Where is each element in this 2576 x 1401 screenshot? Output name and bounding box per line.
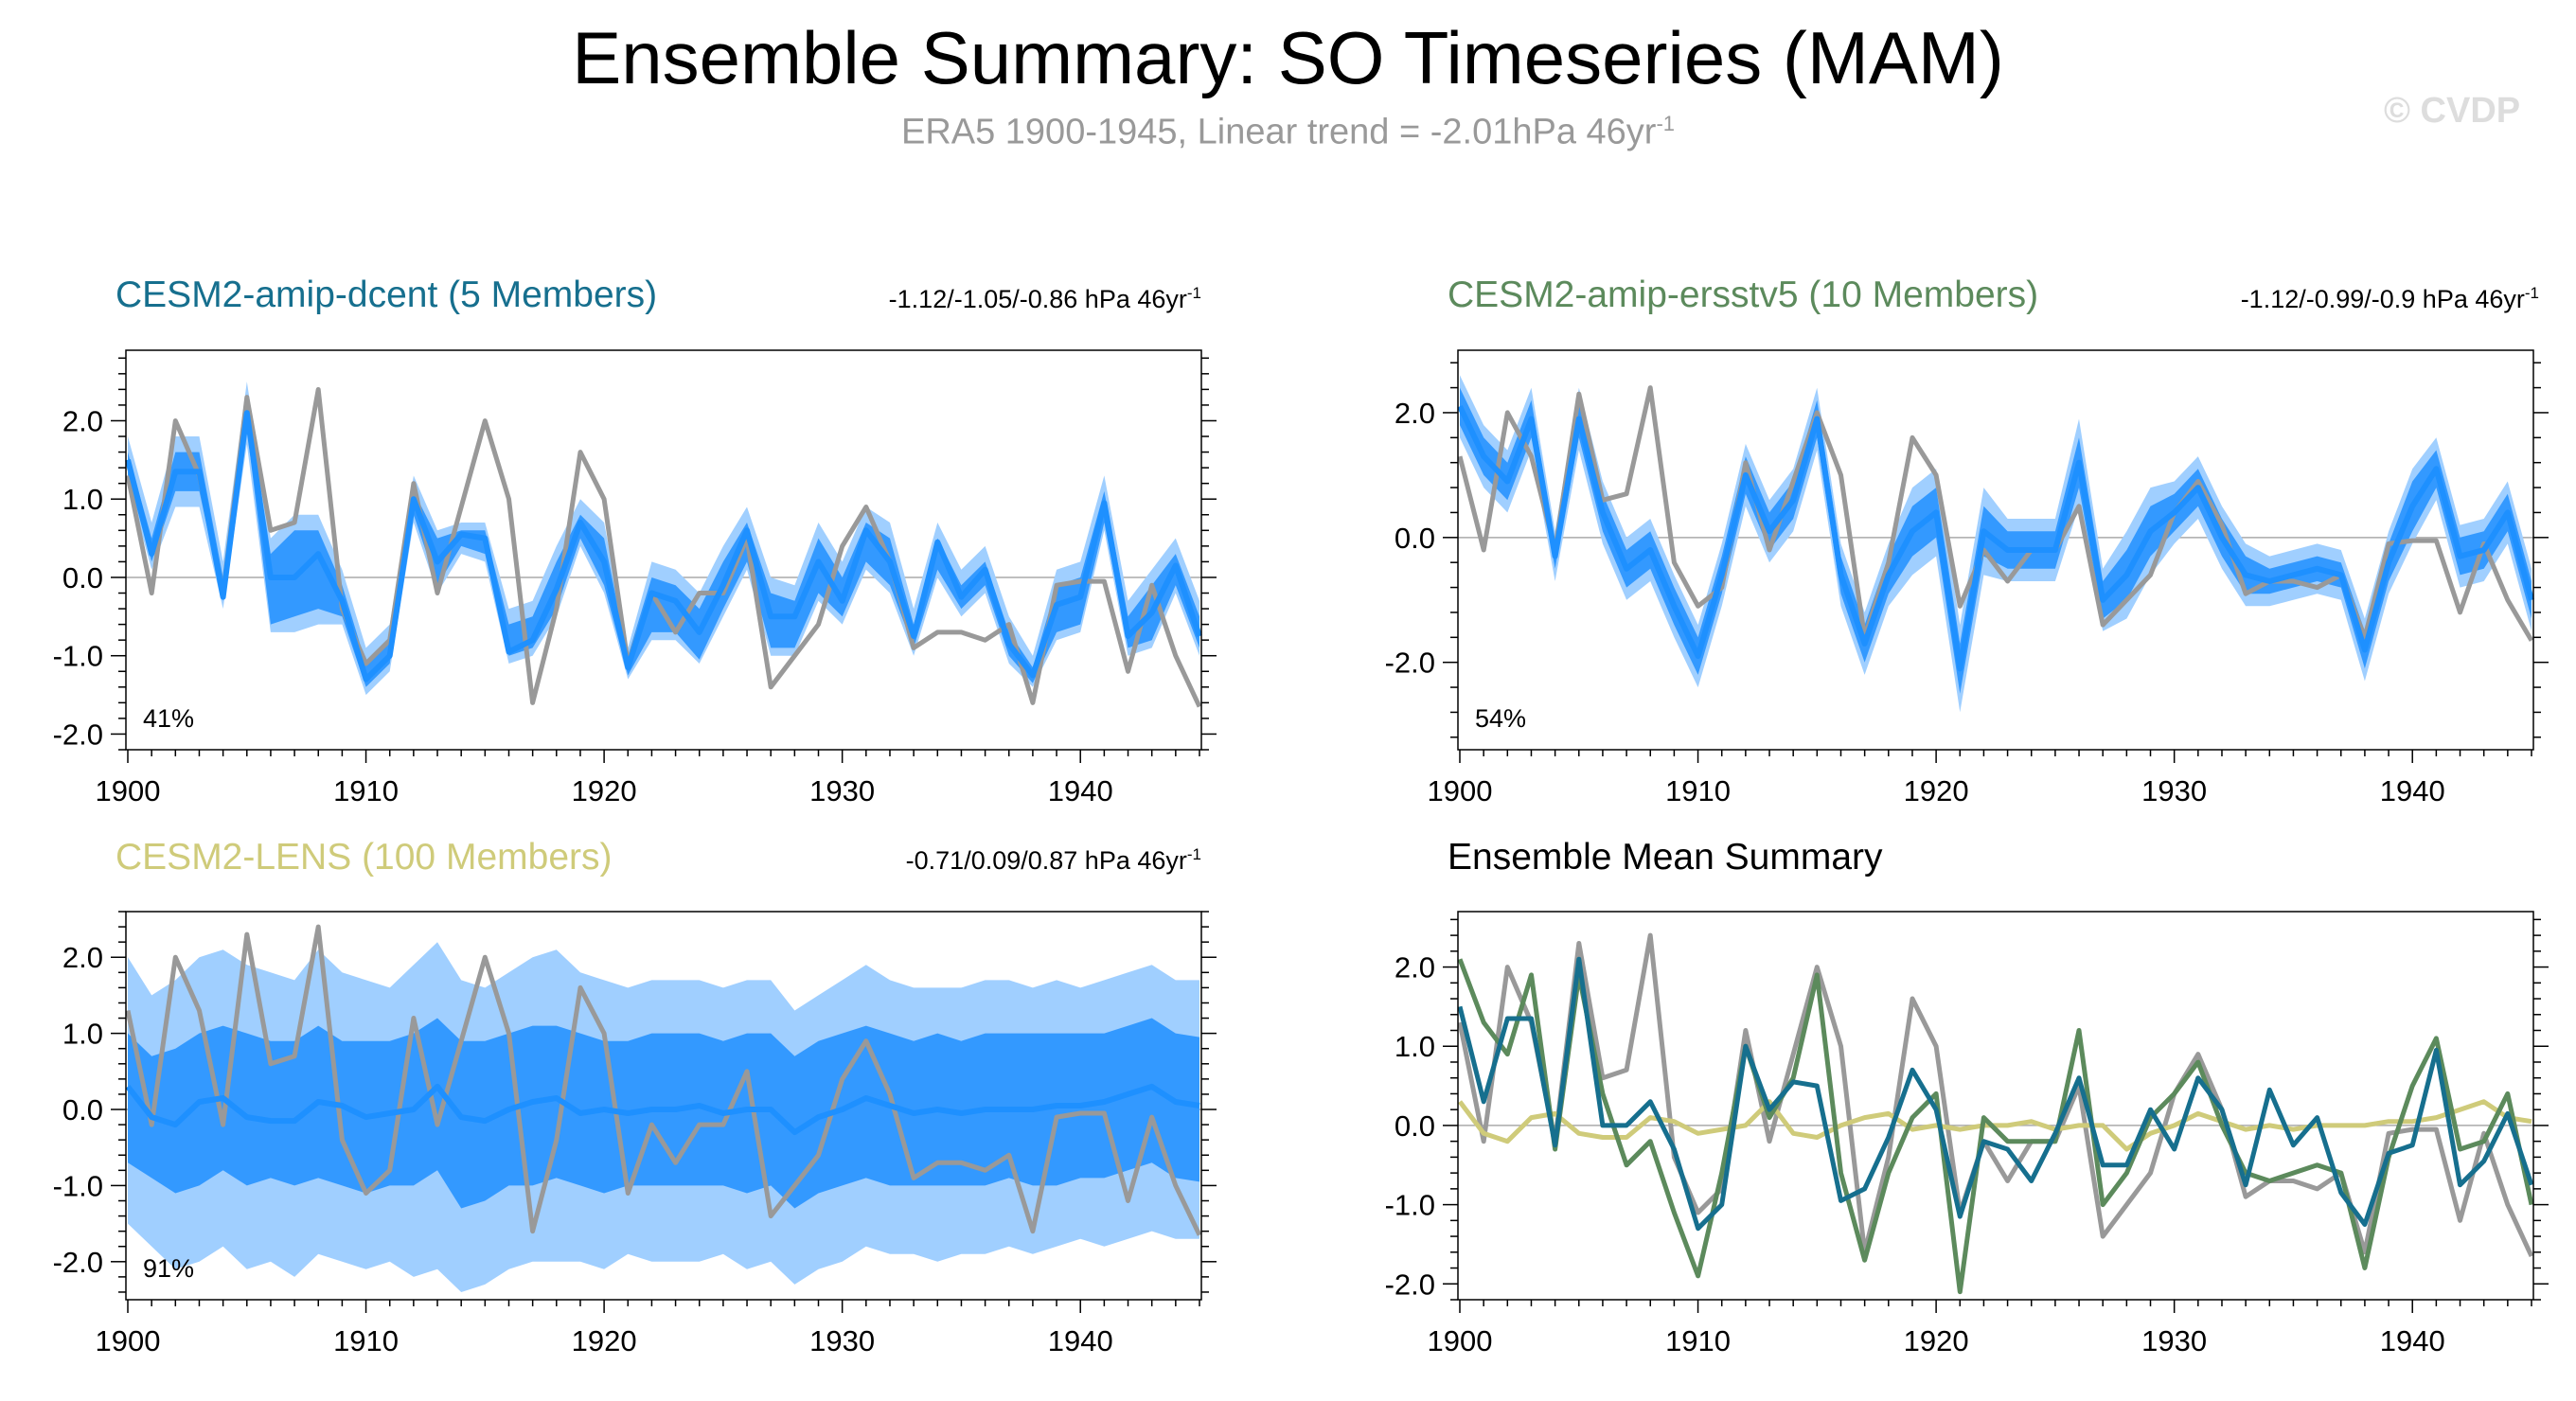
x-tick-label: 1930 xyxy=(2141,1324,2207,1357)
y-tick-label: -2.0 xyxy=(1385,1268,1435,1301)
x-tick-label: 1940 xyxy=(2380,1324,2445,1357)
panel-trend-ersstv5: -1.12/-0.99/-0.9 hPa 46yr-1 xyxy=(2241,284,2539,314)
observed-line xyxy=(125,924,1202,1236)
panel-trend-lens: -0.71/0.09/0.87 hPa 46yr-1 xyxy=(906,845,1201,876)
trend-exponent-lens: -1 xyxy=(1186,845,1201,863)
y-tick-label: 1.0 xyxy=(62,483,103,516)
plot-frame xyxy=(125,911,1202,1301)
x-tick-label: 1920 xyxy=(572,774,637,807)
chart-lens: -2.0 -1.0 0.0 1.0 2.0 1900 1910 1920 1930 1940 91% xyxy=(53,911,1217,1357)
x-tick-label: 1900 xyxy=(1428,774,1493,807)
x-tick-label: 1940 xyxy=(2380,774,2445,807)
ensemble-mean-line xyxy=(125,410,1202,683)
x-tick-label: 1940 xyxy=(1048,774,1113,807)
x-tick-label: 1910 xyxy=(1665,1324,1731,1357)
x-tick-label: 1930 xyxy=(809,774,875,807)
x-tick-label: 1910 xyxy=(333,774,399,807)
chart-ersstv5: -2.0 0.0 2.0 1900 1910 1920 1930 1940 54% xyxy=(1385,349,2549,807)
panel-trend-dcent: -1.12/-1.05/-0.86 hPa 46yr-1 xyxy=(889,284,1201,314)
y-tick-label: -1.0 xyxy=(53,640,103,673)
series-line-cesm2-lens xyxy=(1458,1099,2532,1152)
series-line-cesm2-amip-dcent xyxy=(1457,956,2534,1232)
y-tick-label: -2.0 xyxy=(1385,647,1435,680)
trend-exponent-dcent: -1 xyxy=(1186,284,1201,302)
x-tick-label: 1900 xyxy=(96,1324,161,1357)
y-tick-label: 2.0 xyxy=(1395,951,1435,984)
y-tick-label: 0.0 xyxy=(1395,522,1435,555)
trend-text-ersstv5: -1.12/-0.99/-0.9 hPa 46yr xyxy=(2240,285,2525,313)
plot-frame xyxy=(1457,349,2534,751)
y-tick-label: -2.0 xyxy=(53,718,103,751)
x-tick-label: 1910 xyxy=(333,1324,399,1357)
x-tick-label: 1920 xyxy=(1904,1324,1969,1357)
trend-exponent-ersstv5: -1 xyxy=(2524,284,2539,302)
series-line-cesm2-amip-ersstv5 xyxy=(1457,958,2534,1295)
subtitle: ERA5 1900-1945, Linear trend = -2.01hPa … xyxy=(0,112,2576,153)
panel-title-dcent: CESM2-amip-dcent (5 Members) xyxy=(115,275,658,315)
y-tick-label: -1.0 xyxy=(1385,1189,1435,1222)
y-tick-label: -2.0 xyxy=(53,1246,103,1279)
x-tick-label: 1910 xyxy=(1665,774,1731,807)
panel-title-summary: Ensemble Mean Summary xyxy=(1448,837,1883,878)
y-tick-label: 2.0 xyxy=(62,404,103,437)
subtitle-exponent: -1 xyxy=(1656,112,1676,135)
trend-text-dcent: -1.12/-1.05/-0.86 hPa 46yr xyxy=(888,285,1187,313)
match-percentage: 41% xyxy=(143,704,194,733)
panel-title-lens: CESM2-LENS (100 Members) xyxy=(115,837,613,878)
panel-title-ersstv5: CESM2-amip-ersstv5 (10 Members) xyxy=(1448,275,2039,315)
y-tick-label: 1.0 xyxy=(62,1018,103,1051)
main-title: Ensemble Summary: SO Timeseries (MAM) xyxy=(572,16,2004,99)
match-percentage: 54% xyxy=(1475,704,1526,733)
x-tick-label: 1940 xyxy=(1048,1324,1113,1357)
x-tick-label: 1900 xyxy=(96,774,161,807)
plot-frame xyxy=(125,349,1202,751)
ensemble-mean-line xyxy=(125,1083,1200,1136)
x-tick-label: 1930 xyxy=(809,1324,875,1357)
plot-frame xyxy=(1457,911,2534,1301)
subtitle-text: ERA5 1900-1945, Linear trend = -2.01hPa … xyxy=(900,112,1657,152)
y-tick-label: 0.0 xyxy=(62,1093,103,1126)
y-tick-label: 0.0 xyxy=(62,561,103,594)
x-tick-label: 1930 xyxy=(2141,774,2207,807)
y-tick-label: 0.0 xyxy=(1395,1109,1435,1143)
trend-text-lens: -0.71/0.09/0.87 hPa 46yr xyxy=(905,846,1187,875)
watermark: © CVDP xyxy=(2384,91,2521,131)
x-tick-label: 1920 xyxy=(1904,774,1969,807)
y-tick-label: 2.0 xyxy=(62,941,103,974)
chart-dcent: -2.0 -1.0 0.0 1.0 2.0 1900 1910 1920 1930 1940 41% xyxy=(53,349,1217,807)
y-tick-label: -1.0 xyxy=(53,1169,103,1202)
y-tick-label: 1.0 xyxy=(1395,1030,1435,1063)
x-tick-label: 1920 xyxy=(572,1324,637,1357)
inner-spread-band xyxy=(128,1018,1199,1209)
chart-summary: -2.0 -1.0 0.0 1.0 2.0 1900 1910 1920 1930 1940 xyxy=(1385,911,2549,1357)
ensemble-mean-line xyxy=(1457,405,2534,672)
x-tick-label: 1900 xyxy=(1428,1324,1493,1357)
match-percentage: 91% xyxy=(143,1254,194,1283)
y-tick-label: 2.0 xyxy=(1395,397,1435,430)
